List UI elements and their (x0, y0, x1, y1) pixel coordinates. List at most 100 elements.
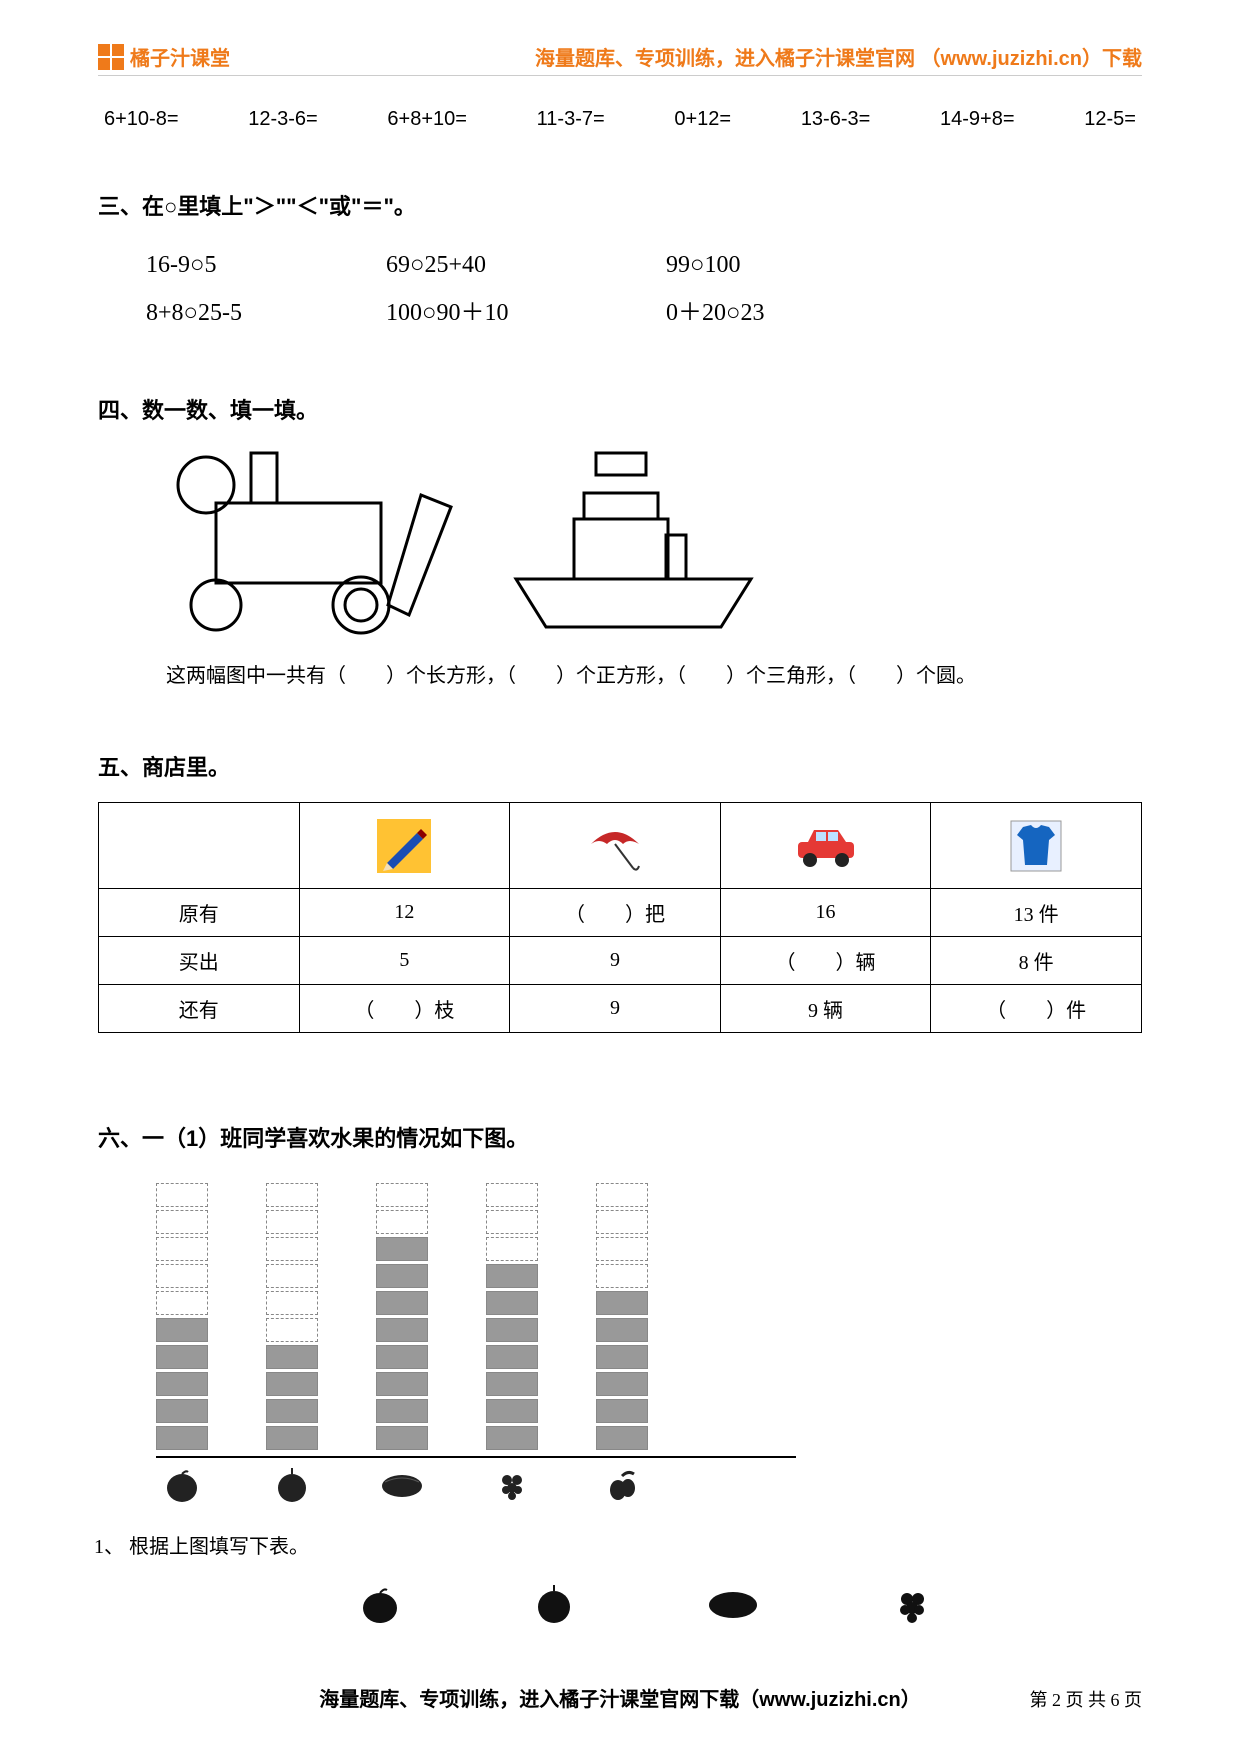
row-label: 买出 (99, 937, 300, 985)
chart-cell (156, 1399, 208, 1423)
section5-heading: 五、商店里。 (98, 750, 1142, 782)
footer-page-number: 第 2 页 共 6 页 (1030, 1686, 1143, 1712)
chart-cell (376, 1210, 428, 1234)
bottom-fruit-row (358, 1583, 1142, 1634)
chart-cell (596, 1183, 648, 1207)
logo-text: 橘子汁课堂 (130, 42, 230, 71)
page-header: 橘子汁课堂 海量题库、专项训练，进入橘子汁课堂官网 （www.juzizhi.c… (98, 42, 1142, 76)
arith-item: 14-9+8= (940, 108, 1015, 131)
arith-item: 12-3-6= (248, 108, 318, 131)
car-icon (720, 803, 931, 889)
chart-cell (486, 1426, 538, 1450)
chart-cell (596, 1264, 648, 1288)
chart-cell (376, 1426, 428, 1450)
comp-item: 69○25+40 (386, 241, 666, 289)
section4-figures (166, 445, 1142, 635)
chart-cell (156, 1237, 208, 1261)
chart-cell (486, 1210, 538, 1234)
arith-item: 12-5= (1084, 108, 1136, 131)
chart-cell (596, 1426, 648, 1450)
comparison-row: 16-9○5 69○25+40 99○100 (146, 241, 1142, 289)
chart-cell (486, 1183, 538, 1207)
chart-cell (266, 1318, 318, 1342)
page-footer: 海量题库、专项训练，进入橘子汁课堂官网下载（www.juzizhi.cn） 第 … (98, 1683, 1142, 1712)
section4-heading: 四、数一数、填一填。 (98, 393, 1142, 425)
chart-cell (376, 1183, 428, 1207)
arithmetic-problems: 6+10-8= 12-3-6= 6+8+10= 11-3-7= 0+12= 13… (98, 108, 1142, 131)
chart-cell (596, 1291, 648, 1315)
comp-item: 99○100 (666, 241, 741, 289)
table-header-row (99, 803, 1142, 889)
arith-item: 6+10-8= (104, 108, 179, 131)
fruit-chart (156, 1183, 1142, 1506)
chart-cell (596, 1237, 648, 1261)
cell: 13 件 (931, 889, 1142, 937)
row-label: 还有 (99, 985, 300, 1033)
chart-cell (486, 1237, 538, 1261)
chart-cell (156, 1372, 208, 1396)
fruit-icon (706, 1583, 760, 1634)
logo: 橘子汁课堂 (98, 42, 230, 71)
chart-cell (266, 1345, 318, 1369)
chart-column (156, 1183, 208, 1450)
fruit-icon (156, 1466, 208, 1506)
fruit-icon (486, 1466, 538, 1506)
chart-cell (156, 1210, 208, 1234)
chart-cell (156, 1291, 208, 1315)
chart-column (596, 1183, 648, 1450)
chart-cell (486, 1345, 538, 1369)
cell: 16 (720, 889, 931, 937)
fruit-icon (890, 1583, 934, 1634)
fruit-icon (376, 1466, 428, 1506)
cell: 9 (510, 985, 721, 1033)
chart-cell (596, 1345, 648, 1369)
comp-item: 16-9○5 (146, 241, 386, 289)
page-content: 6+10-8= 12-3-6= 6+8+10= 11-3-7= 0+12= 13… (98, 108, 1142, 1634)
cell: （ ）件 (931, 985, 1142, 1033)
table-row: 还有 （ ）枝 9 9 辆 （ ）件 (99, 985, 1142, 1033)
cell: （ ）把 (510, 889, 721, 937)
footer-center-text: 海量题库、专项训练，进入橘子汁课堂官网下载（www.juzizhi.cn） (319, 1683, 920, 1712)
chart-cell (596, 1372, 648, 1396)
chart-cell (156, 1183, 208, 1207)
arith-item: 0+12= (674, 108, 731, 131)
comp-item: 0＋20○23 (666, 289, 765, 337)
section6-subtext: 1、 根据上图填写下表。 (94, 1530, 1142, 1559)
cell: 5 (299, 937, 510, 985)
arith-item: 13-6-3= (801, 108, 871, 131)
shop-table: 原有 12 （ ）把 16 13 件 买出 5 9 （ ）辆 8 件 还有 （ … (98, 802, 1142, 1033)
umbrella-icon (510, 803, 721, 889)
row-label: 原有 (99, 889, 300, 937)
chart-cell (376, 1291, 428, 1315)
header-link-text: 海量题库、专项训练，进入橘子汁课堂官网 （www.juzizhi.cn）下载 (535, 42, 1142, 71)
chart-fruit-icons (156, 1466, 796, 1506)
chart-cell (486, 1399, 538, 1423)
chart-cell (156, 1345, 208, 1369)
logo-icon (98, 44, 124, 70)
shirt-icon (931, 803, 1142, 889)
cell: 12 (299, 889, 510, 937)
cell: 9 辆 (720, 985, 931, 1033)
pencil-icon (299, 803, 510, 889)
cell: 9 (510, 937, 721, 985)
chart-cell (266, 1426, 318, 1450)
chart-cell (156, 1426, 208, 1450)
arith-item: 6+8+10= (387, 108, 467, 131)
chart-cell (376, 1237, 428, 1261)
chart-cell (156, 1318, 208, 1342)
chart-cell (266, 1264, 318, 1288)
chart-cell (266, 1291, 318, 1315)
fruit-icon (532, 1583, 576, 1634)
comp-item: 8+8○25-5 (146, 289, 386, 337)
section3-body: 16-9○5 69○25+40 99○100 8+8○25-5 100○90＋1… (146, 241, 1142, 337)
cell: （ ）枝 (299, 985, 510, 1033)
chart-column (266, 1183, 318, 1450)
section6-heading: 六、一（1）班同学喜欢水果的情况如下图。 (98, 1121, 1142, 1153)
chart-cell (596, 1399, 648, 1423)
chart-cell (266, 1399, 318, 1423)
table-row: 原有 12 （ ）把 16 13 件 (99, 889, 1142, 937)
chart-cell (266, 1372, 318, 1396)
chart-cell (486, 1291, 538, 1315)
fruit-icon (266, 1466, 318, 1506)
comparison-row: 8+8○25-5 100○90＋10 0＋20○23 (146, 289, 1142, 337)
